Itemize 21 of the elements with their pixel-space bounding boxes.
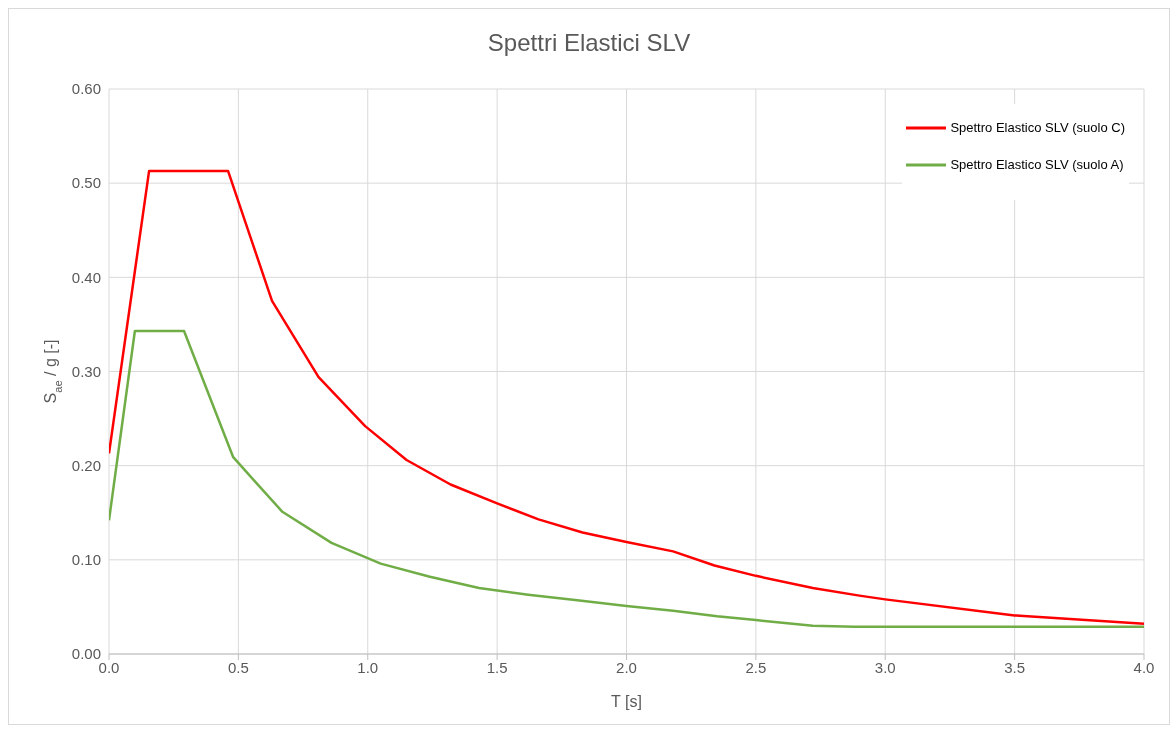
x-tick-label: 0.0 — [98, 658, 120, 676]
y-tick-label: 0.00 — [71, 645, 101, 663]
x-tick-label: 0.5 — [227, 658, 249, 676]
y-tick-label: 0.60 — [71, 80, 101, 98]
x-tick-label: 4.0 — [1133, 658, 1155, 676]
x-tick-label: 2.0 — [616, 658, 637, 676]
x-tick-label: 1.0 — [357, 658, 379, 676]
y-tick-label: 0.20 — [71, 456, 101, 474]
x-tick-label: 1.5 — [486, 658, 508, 676]
chart-title: Spettri Elastici SLV — [486, 29, 692, 57]
x-axis-title: T [s] — [611, 693, 642, 710]
y-tick-label: 0.10 — [71, 551, 101, 569]
y-tick-label: 0.30 — [71, 362, 101, 380]
legend-label: Spettro Elastico SLV (suolo A) — [950, 157, 1124, 172]
y-tick-label: 0.40 — [71, 268, 101, 286]
y-tick-label: 0.50 — [71, 174, 101, 192]
x-tick-label: 3.5 — [1004, 658, 1026, 676]
line-series — [109, 329, 1144, 628]
legend-label: Spettro Elastico SLV (suolo C) — [950, 120, 1125, 135]
x-tick-label: 3.0 — [874, 658, 896, 676]
x-tick-label: 2.5 — [745, 658, 767, 676]
